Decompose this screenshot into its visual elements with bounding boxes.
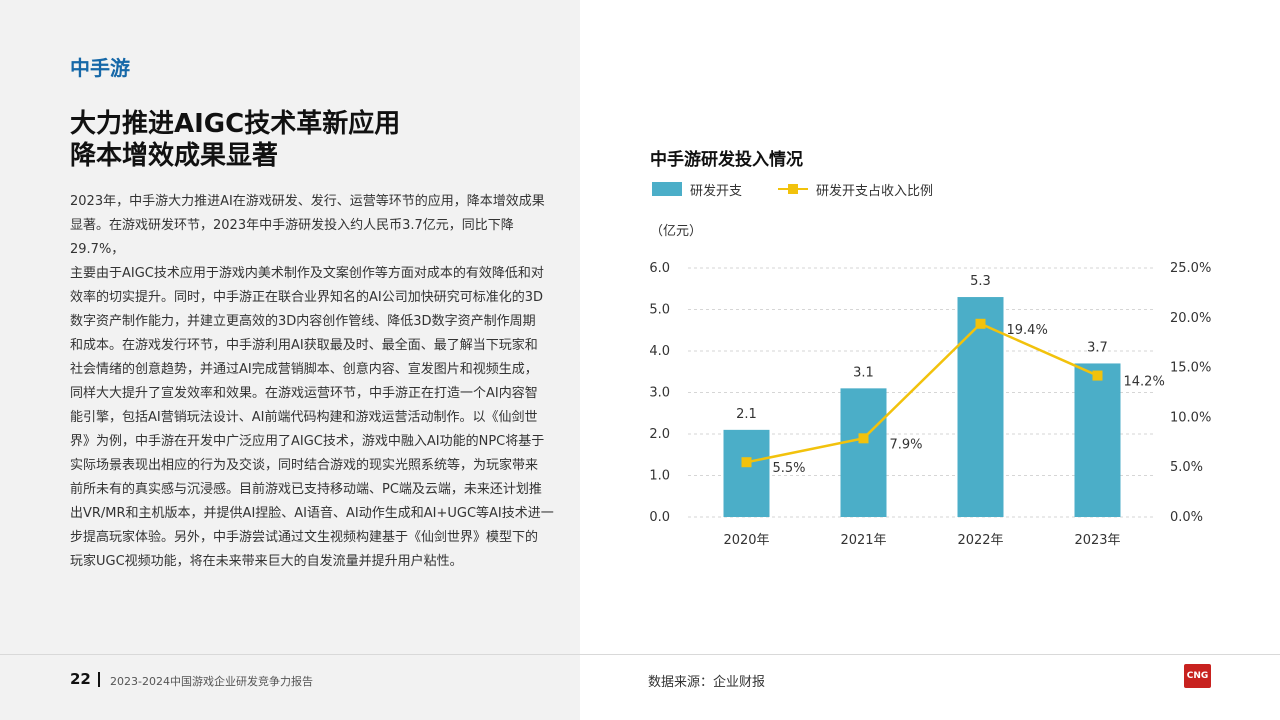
- line-data-label: 14.2%: [1124, 375, 1165, 390]
- body-line: 出VR/MR和主机版本，并提供AI捏脸、AI语音、AI动作生成和AI+UGC等A…: [70, 506, 554, 521]
- y-right-tick-label: 25.0%: [1170, 261, 1211, 276]
- body-line: 玩家UGC视频功能，将在未来带来巨大的自发流量并提升用户粘性。: [70, 554, 463, 569]
- line-point: [1092, 370, 1103, 381]
- cng-logo: CNG: [1184, 664, 1211, 688]
- body-line: 和成本。在游戏发行环节，中手游利用AI获取最及时、最全面、最了解当下玩家和: [70, 338, 538, 353]
- legend-bar-swatch: [652, 182, 682, 196]
- body-line: 前所未有的真实感与沉浸感。目前游戏已支持移动端、PC端及云端，未来还计划推: [70, 482, 542, 497]
- y-right-tick-label: 15.0%: [1170, 361, 1211, 376]
- y-right-tick-label: 20.0%: [1170, 311, 1211, 326]
- x-tick-label: 2022年: [957, 533, 1003, 548]
- title-line: 降本增效成果显著: [70, 141, 279, 171]
- line-series: [746, 322, 1099, 464]
- body-line: 主要由于AIGC技术应用于游戏内美术制作及文案创作等方面对成本的有效降低和对: [70, 266, 544, 281]
- y-right-tick-label: 5.0%: [1170, 460, 1203, 475]
- y-right-tick-label: 10.0%: [1170, 410, 1211, 425]
- footer-separator: [98, 672, 100, 687]
- bar-data-label: 3.7: [1087, 340, 1108, 355]
- body-line: 步提高玩家体验。另外，中手游尝试通过文生视频构建基于《仙剑世界》模型下的: [70, 530, 539, 545]
- x-tick-label: 2020年: [723, 533, 769, 548]
- y-axis-unit: （亿元）: [650, 224, 703, 239]
- body-line: 社会情绪的创意趋势，并通过AI完成营销脚本、创意内容、宣发图片和视频生成，: [70, 362, 538, 377]
- title-line: 大力推进AIGC技术革新应用: [70, 109, 401, 139]
- y-left-tick-label: 3.0: [649, 386, 670, 401]
- body-line: 实际场景表现出相应的行为及交谈，同时结合游戏的现实光照系统等，为玩家带来: [70, 458, 539, 473]
- bar: [1074, 363, 1121, 517]
- y-left-tick-label: 2.0: [649, 427, 670, 442]
- bar: [957, 297, 1004, 517]
- bar-data-label: 2.1: [736, 407, 757, 422]
- body-line: 界》为例，中手游在开发中广泛应用了AIGC技术，游戏中融入AI功能的NPC将基于: [70, 434, 545, 449]
- y-left-tick-label: 4.0: [649, 344, 670, 359]
- line-point: [858, 433, 869, 444]
- legend-item-bar: 研发开支: [652, 178, 742, 200]
- legend-label: 研发开支占收入比例: [816, 183, 934, 199]
- body-line: 能引擎，包括AI营销玩法设计、AI前端代码构建和游戏运营活动制作。以《仙剑世: [70, 410, 538, 425]
- line-point: [975, 318, 986, 329]
- y-left-tick-label: 5.0: [649, 303, 670, 318]
- footer-divider: [0, 654, 1280, 655]
- y-left-tick-label: 6.0: [649, 261, 670, 276]
- y-left-tick-label: 0.0: [649, 510, 670, 525]
- company-name: 中手游: [70, 56, 130, 80]
- line-point: [741, 457, 752, 468]
- page-number: 22: [70, 670, 91, 688]
- body-line: 2023年，中手游大力推进AI在游戏研发、发行、运营等环节的应用，降本增效成果: [70, 194, 545, 209]
- body-line: 显著。在游戏研发环节，2023年中手游研发投入约人民币3.7亿元，同比下降29.…: [70, 218, 514, 257]
- data-source: 数据来源：企业财报: [648, 675, 766, 690]
- legend-line-swatch: [778, 182, 808, 196]
- report-title: 2023-2024中国游戏企业研发竞争力报告: [110, 675, 313, 688]
- line-data-label: 19.4%: [1007, 323, 1048, 338]
- x-tick-label: 2023年: [1074, 533, 1120, 548]
- page-title: 大力推进AIGC技术革新应用 降本增效成果显著: [70, 108, 490, 172]
- chart-title: 中手游研发投入情况: [650, 150, 803, 170]
- chart-legend: 研发开支 研发开支占收入比例: [652, 178, 992, 200]
- left-panel: 中手游 大力推进AIGC技术革新应用 降本增效成果显著 2023年，中手游大力推…: [0, 0, 580, 720]
- line-data-label: 7.9%: [890, 437, 923, 452]
- body-text: 2023年，中手游大力推进AI在游戏研发、发行、运营等环节的应用，降本增效成果 …: [70, 190, 556, 574]
- body-line: 效率的切实提升。同时，中手游正在联合业界知名的AI公司加快研究可标准化的3D: [70, 290, 544, 305]
- legend-label: 研发开支: [690, 183, 743, 199]
- bar-data-label: 3.1: [853, 365, 874, 380]
- legend-item-line: 研发开支占收入比例: [778, 178, 933, 200]
- bar: [840, 388, 887, 517]
- x-tick-label: 2021年: [840, 533, 886, 548]
- body-line: 同样大大提升了宣发效率和效果。在游戏运营环节，中手游正在打造一个AI内容智: [70, 386, 538, 401]
- y-left-tick-label: 1.0: [649, 469, 670, 484]
- line-data-label: 5.5%: [773, 461, 806, 476]
- bar: [723, 429, 770, 517]
- chart-plot: 0.0 1.0 2.0 3.0 4.0 5.0 6.0 0.0% 5.0% 10.0% 15.0% 2…: [649, 261, 1211, 548]
- bar-data-label: 5.3: [970, 274, 991, 289]
- y-right-tick-label: 0.0%: [1170, 510, 1203, 525]
- body-line: 数字资产制作能力，并建立更高效的3D内容创作管线、降低3D数字资产制作周期: [70, 314, 536, 329]
